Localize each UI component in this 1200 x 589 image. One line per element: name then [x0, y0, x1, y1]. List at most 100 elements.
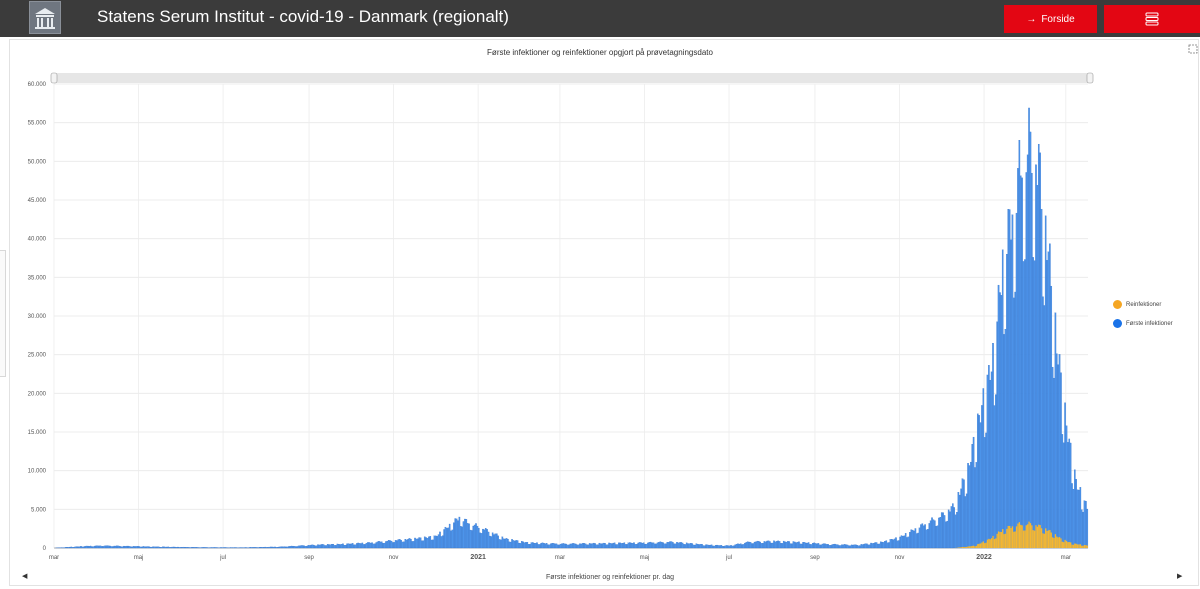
bar-first-infections [737, 543, 739, 549]
legend-item-reinfections[interactable]: Reinfektioner [1113, 300, 1161, 309]
bar-reinfections [974, 546, 976, 548]
bar-first-infections [1039, 152, 1041, 549]
x-tick-label: 2022 [976, 554, 992, 561]
bar-first-infections [760, 543, 763, 549]
bar-first-infections [787, 541, 789, 549]
bar-first-infections [792, 541, 795, 549]
bar-first-infections [261, 547, 264, 549]
legend-item-first-infections[interactable]: Første infektioner [1113, 319, 1173, 328]
bar-first-infections [114, 545, 117, 549]
bar-first-infections [895, 537, 897, 549]
bar-first-infections [676, 542, 678, 549]
bar-first-infections [774, 541, 777, 549]
bar-first-infections [989, 379, 992, 549]
bar-first-infections [458, 516, 461, 549]
ssi-logo-icon[interactable] [29, 1, 61, 34]
bar-first-infections [1007, 209, 1010, 549]
bar-first-infections [131, 546, 134, 549]
bar-first-infections [810, 544, 813, 549]
bar-first-infections [265, 547, 268, 549]
bar-reinfections [1061, 541, 1063, 548]
x-tick-label: mar [49, 555, 59, 561]
bar-first-infections [791, 543, 793, 549]
bar-first-infections [466, 523, 469, 549]
bar-reinfections [1027, 524, 1029, 548]
bar-first-infections [307, 545, 310, 549]
bar-first-infections [726, 545, 728, 549]
bar-first-infections [135, 546, 138, 549]
range-scrollbar-track[interactable] [54, 73, 1090, 83]
bar-first-infections [455, 518, 458, 549]
bar-first-infections [483, 529, 486, 549]
bar-first-infections [275, 547, 278, 549]
bar-first-infections [902, 536, 904, 549]
scroll-left-arrow-icon[interactable]: ◀ [22, 573, 28, 580]
bar-first-infections [730, 545, 732, 549]
bar-first-infections [927, 529, 929, 549]
scroll-right-arrow-icon[interactable]: ▶ [1177, 573, 1183, 580]
bar-first-infections [277, 547, 279, 549]
bar-first-infections [688, 543, 691, 549]
bar-first-infections [138, 546, 140, 549]
bar-first-infections [866, 543, 868, 549]
arrow-right-icon: → [1026, 13, 1037, 25]
bar-first-infections [884, 541, 886, 549]
bar-first-infections [1000, 295, 1003, 549]
bar-first-infections [220, 547, 222, 549]
bar-first-infections [889, 539, 892, 549]
bar-first-infections [156, 546, 159, 549]
bar-first-infections [839, 545, 842, 549]
expand-icon[interactable] [1188, 41, 1198, 54]
bar-first-infections [204, 547, 207, 549]
bar-first-infections [418, 537, 420, 549]
bar-first-infections [594, 543, 597, 549]
bar-reinfections [988, 538, 990, 548]
bar-first-infections [809, 544, 811, 549]
bar-first-infections [622, 543, 624, 549]
bar-first-infections [87, 545, 89, 549]
side-panel-tab[interactable] [0, 250, 6, 377]
bar-first-infections [891, 539, 893, 549]
menu-button[interactable] [1104, 5, 1200, 33]
bar-first-infections [1037, 143, 1040, 549]
bar-first-infections [777, 540, 779, 549]
bar-first-infections [982, 388, 985, 549]
bar-reinfections [1004, 533, 1007, 548]
bar-first-infections [173, 546, 175, 549]
bar-first-infections [526, 542, 529, 549]
bar-first-infections [555, 543, 558, 549]
y-tick-label: 35.000 [28, 275, 47, 281]
range-handle-right[interactable] [1086, 72, 1094, 84]
bar-first-infections [278, 546, 280, 549]
bar-first-infections [462, 521, 465, 549]
chart-grid [53, 83, 1088, 549]
bar-first-infections [1072, 488, 1075, 549]
bar-first-infections [1068, 438, 1071, 549]
bar-first-infections [368, 542, 371, 549]
forside-button[interactable]: → Forside [1004, 5, 1097, 33]
bar-first-infections [371, 542, 373, 549]
bar-first-infections [267, 547, 269, 549]
bar-first-infections [788, 541, 791, 549]
bar-first-infections [234, 547, 236, 549]
bar-first-infections [856, 544, 858, 549]
stacked-menu-icon [1145, 12, 1159, 26]
bar-first-infections [615, 544, 617, 549]
bar-first-infections [820, 544, 822, 549]
bar-first-infections [749, 542, 752, 549]
bar-reinfections [997, 531, 1000, 548]
bar-first-infections [1040, 208, 1043, 549]
range-handle-left[interactable] [50, 72, 58, 84]
bar-first-infections [656, 542, 659, 549]
bar-first-infections [745, 542, 748, 549]
bar-first-infections [450, 530, 452, 549]
bar-first-infections [494, 533, 497, 549]
bar-first-infections [1078, 489, 1080, 549]
bar-first-infections [260, 547, 262, 549]
bar-first-infections [1004, 328, 1007, 549]
bar-first-infections [805, 542, 807, 549]
bar-first-infections [314, 545, 317, 549]
bar-first-infections [1029, 131, 1032, 549]
bar-first-infections [963, 479, 965, 549]
